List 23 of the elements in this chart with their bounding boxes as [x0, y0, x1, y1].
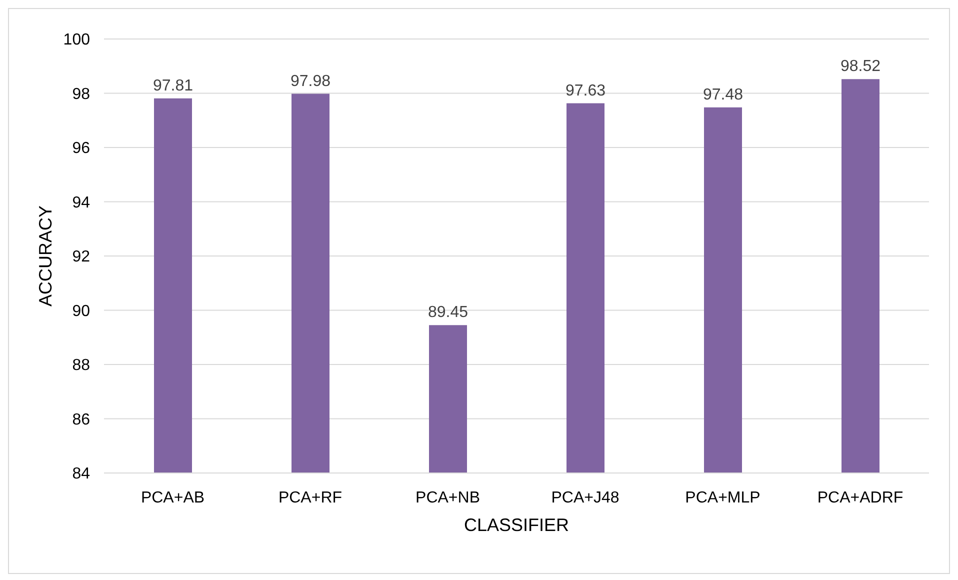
x-axis-title: CLASSIFIER [464, 515, 570, 535]
x-tick-label: PCA+J48 [551, 489, 620, 506]
y-axis-title: ACCURACY [35, 205, 56, 307]
y-tick-label: 92 [72, 248, 90, 266]
y-tick-label: 96 [72, 140, 90, 158]
y-tick-label: 88 [72, 357, 90, 374]
data-label: 98.52 [840, 58, 881, 76]
y-tick-label: 84 [72, 466, 90, 483]
y-tick-label: 100 [63, 32, 90, 49]
data-label: 97.81 [152, 77, 194, 94]
y-tick-label: 86 [72, 411, 90, 428]
data-label: 97.98 [290, 72, 331, 90]
data-label: 97.48 [702, 86, 744, 104]
y-tick-label: 98 [72, 86, 90, 103]
x-tick-label: PCA+ADRF [817, 489, 904, 506]
x-tick-label: PCA+MLP [685, 489, 760, 506]
data-label: 89.45 [428, 304, 468, 322]
data-label: 97.63 [565, 82, 606, 100]
x-tick-label: PCA+NB [416, 489, 480, 506]
y-tick-label: 94 [72, 194, 90, 212]
x-tick-label: PCA+RF [278, 489, 342, 506]
y-tick-label: 90 [72, 302, 90, 320]
x-tick-label: PCA+AB [140, 489, 205, 506]
